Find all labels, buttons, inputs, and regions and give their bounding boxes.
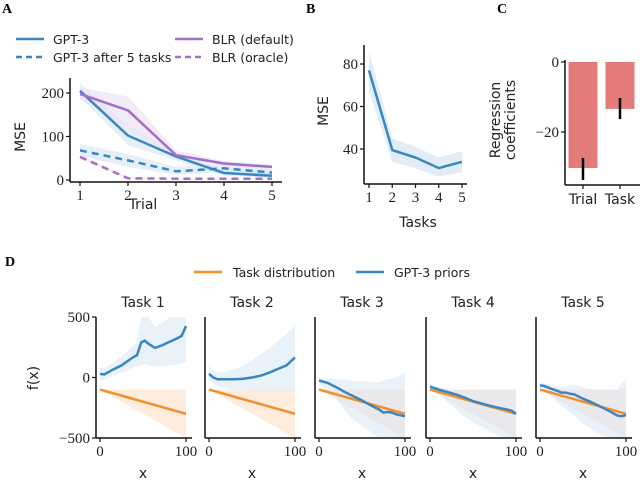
panel-d-task5-xtick-label: 100 xyxy=(615,444,638,460)
panel-d-ylabel: f(x) xyxy=(26,366,42,390)
panel-c-ylabel-line1: Regression xyxy=(488,82,504,159)
panel-d-task1-xtick-label: 0 xyxy=(96,444,104,460)
panel-d-task1-ytick-label: 0 xyxy=(83,371,91,387)
panel-c-xtick-label: Trial xyxy=(568,192,598,208)
panel-d-task4-gpt3-line xyxy=(429,385,517,415)
panel-d-task4-title: Task 4 xyxy=(450,295,495,311)
panel-label-b: B xyxy=(306,2,315,17)
panel-b-ylabel: MSE xyxy=(316,96,332,126)
panel-b-xlabel: Tasks xyxy=(398,215,437,231)
panel-c-ylabel-line2: coefficients xyxy=(503,80,519,160)
legend-a-label-0: GPT-3 xyxy=(53,32,89,47)
legend-d-label-task: Task distribution xyxy=(232,265,335,280)
panel-a: 0 100 200 1 2 3 4 5 xyxy=(42,78,282,204)
panel-b-ytick-label: 40 xyxy=(343,142,358,158)
panel-d-task3-gpt3-band xyxy=(319,372,405,438)
legend-d: Task distribution GPT-3 priors xyxy=(194,265,470,280)
legend-a-label-1: GPT-3 after 5 tasks xyxy=(53,50,171,65)
panel-a-xlabel: Trial xyxy=(128,197,158,213)
panel-label-d: D xyxy=(5,255,15,270)
panel-d-task1-gpt3-line xyxy=(99,325,188,376)
legend-a: GPT-3 GPT-3 after 5 tasks BLR (default) … xyxy=(16,32,294,65)
panel-d-task3: 0 100 x Task 3 xyxy=(314,295,417,482)
panel-d-task5-gpt3-line xyxy=(539,384,627,418)
panel-c-ytick-label: 0 xyxy=(552,55,560,71)
panel-c-ytick-label: −20 xyxy=(536,125,559,141)
panel-d-task2-task-band xyxy=(209,389,295,438)
panel-d-task5: 0 100 x Task 5 xyxy=(535,295,638,482)
panel-d-task2: 0 100 x Task 2 xyxy=(204,295,307,482)
panel-d-task2-gpt3-line xyxy=(208,356,296,381)
panel-a-xtick-label: 3 xyxy=(172,188,180,204)
panel-d-task2-xtick-label: 0 xyxy=(205,444,213,460)
panel-c-xtick-label: Task xyxy=(604,192,636,208)
panel-d-task1-title: Task 1 xyxy=(120,295,165,311)
panel-d-task3-title: Task 3 xyxy=(339,295,384,311)
panel-d-task1-ytick-label: −500 xyxy=(59,431,90,447)
panel-d-task4-gpt3-band xyxy=(430,384,516,438)
legend-a-label-2: BLR (default) xyxy=(212,32,294,47)
panel-a-xtick-label: 2 xyxy=(124,188,132,204)
panel-label-a: A xyxy=(2,2,13,17)
panel-d-task4-xtick-label: 0 xyxy=(426,444,434,460)
panel-b-xtick-label: 4 xyxy=(435,190,443,206)
panel-d-task5-xtick-label: 0 xyxy=(536,444,544,460)
panel-d-task1-ytick-label: 500 xyxy=(68,310,91,326)
panel-d-task5-task-distribution-line xyxy=(539,388,627,416)
panel-d-task2-xlabel: x xyxy=(248,466,256,482)
panel-c-bar-trial xyxy=(568,62,598,169)
panel-c: Trial Task 0 −20 xyxy=(536,55,640,208)
panel-d-task1: 0 100 x Task 1 500 0 −500 xyxy=(59,295,197,482)
panel-d-task4: 0 100 x Task 4 xyxy=(425,295,528,482)
panel-d-task4-xtick-label: 100 xyxy=(505,444,528,460)
panel-a-ytick-label: 200 xyxy=(42,86,65,102)
panel-b-band xyxy=(369,51,462,177)
panel-d-task3-xtick-label: 0 xyxy=(315,444,323,460)
panel-d-task1-xtick-label: 100 xyxy=(175,444,198,460)
panel-d-task2-title: Task 2 xyxy=(229,295,274,311)
panel-a-ytick-label: 0 xyxy=(57,173,65,189)
panel-d-task1-task-band xyxy=(100,389,186,438)
panel-b: 40 60 80 1 2 3 4 5 xyxy=(343,45,467,206)
panel-a-xtick-label: 5 xyxy=(268,188,276,204)
panel-d-task5-title: Task 5 xyxy=(560,295,605,311)
panel-d-task1-task-distribution-line xyxy=(99,388,187,416)
panel-a-ylabel: MSE xyxy=(13,122,29,152)
panel-d-task2-gpt3-band xyxy=(209,325,295,391)
panel-d-task4-xlabel: x xyxy=(469,466,477,482)
legend-d-label-gpt3: GPT-3 priors xyxy=(394,265,470,280)
panel-a-ytick-label: 100 xyxy=(42,130,65,146)
panel-a-xtick-label: 1 xyxy=(76,188,84,204)
panel-b-xtick-label: 3 xyxy=(412,190,420,206)
panel-b-xtick-label: 5 xyxy=(458,190,466,206)
legend-a-label-3: BLR (oracle) xyxy=(212,50,288,65)
panel-b-ytick-label: 60 xyxy=(343,100,358,116)
panel-b-xtick-label: 2 xyxy=(389,190,397,206)
panel-label-c: C xyxy=(497,2,507,17)
panel-b-xtick-label: 1 xyxy=(365,190,373,206)
panel-d-task1-xlabel: x xyxy=(139,466,147,482)
panel-d-task2-task-distribution-line xyxy=(208,388,296,416)
panel-a-band-2 xyxy=(80,87,272,170)
panel-b-ytick-label: 80 xyxy=(343,57,358,73)
panel-d: 0 100 x Task 1 500 0 −500 0 100 x Task 2 0 100 x Task … xyxy=(59,295,637,482)
panel-d-task3-xlabel: x xyxy=(358,466,366,482)
panel-d-task5-xlabel: x xyxy=(579,466,587,482)
panel-d-task2-xtick-label: 100 xyxy=(284,444,307,460)
panel-a-xtick-label: 4 xyxy=(220,188,228,204)
panel-d-task3-xtick-label: 100 xyxy=(394,444,417,460)
panel-d-task3-gpt3-line xyxy=(318,379,406,418)
